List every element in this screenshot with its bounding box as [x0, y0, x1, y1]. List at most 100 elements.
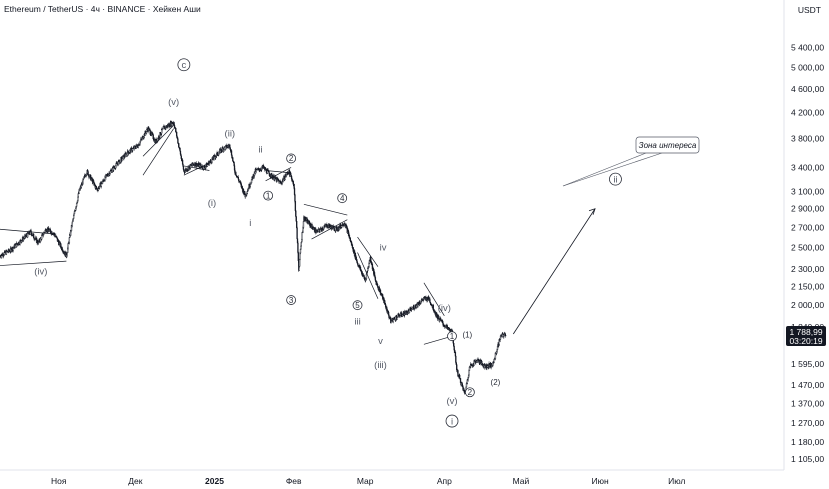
wave-circle-marker — [286, 153, 297, 164]
callout-box[interactable] — [635, 136, 700, 154]
pattern-trendline[interactable] — [423, 336, 450, 345]
candle-body — [294, 194, 296, 202]
pattern-trendline[interactable] — [303, 203, 348, 216]
wave-label[interactable]: 4 — [340, 194, 345, 203]
wave-circle-marker — [609, 172, 622, 186]
callout-text: Зона интереса — [639, 141, 697, 150]
time-tick-label: Май — [513, 476, 530, 486]
wave-label[interactable]: (iv) — [34, 267, 47, 278]
pattern-trendline[interactable] — [183, 162, 210, 176]
price-tick-label: 1 470,00 — [791, 380, 824, 390]
candle-body — [218, 152, 220, 156]
time-tick-label: Ноя — [51, 476, 67, 486]
wave-label[interactable]: i — [451, 416, 453, 427]
wave-label[interactable]: (1) — [462, 331, 472, 340]
wave-label[interactable]: (v) — [446, 396, 457, 407]
wave-label[interactable]: i — [249, 218, 251, 229]
candle-body — [468, 370, 470, 376]
wave-label[interactable]: 5 — [355, 301, 360, 310]
price-tick-label: 5 000,00 — [791, 62, 824, 72]
candle-body — [66, 254, 68, 258]
candle-body — [229, 147, 231, 150]
candle-body — [127, 150, 129, 153]
price-tick-label: 3 100,00 — [791, 186, 824, 196]
callout-leader — [562, 152, 647, 187]
wave-label[interactable]: (2) — [491, 378, 501, 387]
candle-body — [323, 226, 325, 230]
wave-label[interactable]: (ii) — [225, 129, 236, 140]
wave-label[interactable]: iii — [354, 317, 360, 328]
wave-circle-marker — [263, 190, 274, 201]
wave-label[interactable]: ii — [258, 144, 262, 155]
candle-body — [41, 235, 43, 240]
price-tick-label: 3 800,00 — [791, 134, 824, 144]
candle-body — [295, 210, 297, 217]
pattern-trendline[interactable] — [357, 252, 379, 299]
wave-label[interactable]: 3 — [289, 296, 294, 305]
wave-label[interactable]: (iv) — [438, 303, 451, 314]
wave-label[interactable]: 1 — [266, 191, 271, 200]
candle-body — [297, 242, 299, 253]
projection-arrow[interactable] — [512, 208, 596, 335]
pattern-trendline[interactable] — [0, 228, 57, 235]
candle-series — [0, 120, 507, 395]
arrow-head — [588, 208, 596, 215]
wave-circle-marker — [464, 387, 475, 398]
pattern-trendline[interactable] — [423, 282, 445, 316]
pattern-trendline[interactable] — [311, 219, 348, 240]
candle-body — [294, 201, 297, 211]
wave-label[interactable]: ii — [613, 175, 617, 186]
candle-body — [72, 215, 75, 219]
candle-body — [296, 227, 298, 239]
price-tick-label: 1 595,00 — [791, 359, 824, 369]
candle-body — [73, 213, 75, 216]
price-tick-label: 2 300,00 — [791, 264, 824, 274]
price-tick-label: 2 900,00 — [791, 204, 824, 214]
last-price-badge — [786, 325, 826, 346]
candle-body — [232, 157, 234, 162]
candle-body — [75, 203, 78, 207]
pattern-trendline[interactable] — [142, 128, 174, 176]
pattern-trendline[interactable] — [183, 165, 210, 171]
time-tick-label: Дек — [128, 476, 142, 486]
candle-body — [77, 193, 79, 198]
pattern-trendline[interactable] — [0, 260, 67, 266]
price-tick-label: 4 600,00 — [791, 84, 824, 94]
wave-label[interactable]: (iii) — [374, 360, 387, 371]
pattern-trendline[interactable] — [357, 236, 379, 267]
price-tick-label: 2 000,00 — [791, 300, 824, 310]
pattern-trendline[interactable] — [265, 167, 292, 182]
wave-label[interactable]: (v) — [168, 97, 179, 108]
price-tick-label: 1 270,00 — [791, 418, 824, 428]
last-price-value: 1 788,99 — [789, 327, 822, 337]
wave-circle-marker — [286, 295, 297, 305]
pattern-trendline[interactable] — [142, 125, 174, 157]
time-tick-label: Фев — [286, 476, 302, 486]
price-tick-label: 3 400,00 — [791, 162, 824, 172]
pattern-trendline[interactable] — [265, 170, 292, 174]
wave-label[interactable]: c — [181, 60, 186, 71]
candle-body — [83, 176, 85, 179]
candle-body — [300, 245, 302, 250]
candle-body — [504, 335, 507, 337]
time-tick-label: 2025 — [205, 476, 224, 486]
wave-label[interactable]: 2 — [289, 154, 294, 163]
candle-body — [67, 243, 69, 249]
trendline-group — [0, 125, 596, 345]
wave-label[interactable]: (i) — [208, 198, 216, 209]
price-tick-label: 2 700,00 — [791, 222, 824, 232]
candle-body — [459, 378, 462, 383]
wave-label[interactable]: iv — [380, 243, 387, 254]
wave-label[interactable]: 1 — [450, 332, 455, 341]
candle-body — [298, 259, 301, 267]
candle-body — [295, 216, 297, 222]
bar-countdown: 03:20:19 — [789, 336, 822, 346]
candle-body — [493, 359, 495, 363]
wave-circle-marker — [445, 414, 459, 428]
wave-label[interactable]: v — [378, 336, 383, 347]
wave-label[interactable]: 2 — [468, 388, 473, 397]
price-tick-label: 5 400,00 — [791, 42, 824, 52]
candle-body — [392, 319, 394, 322]
time-tick-label: Апр — [437, 476, 452, 486]
